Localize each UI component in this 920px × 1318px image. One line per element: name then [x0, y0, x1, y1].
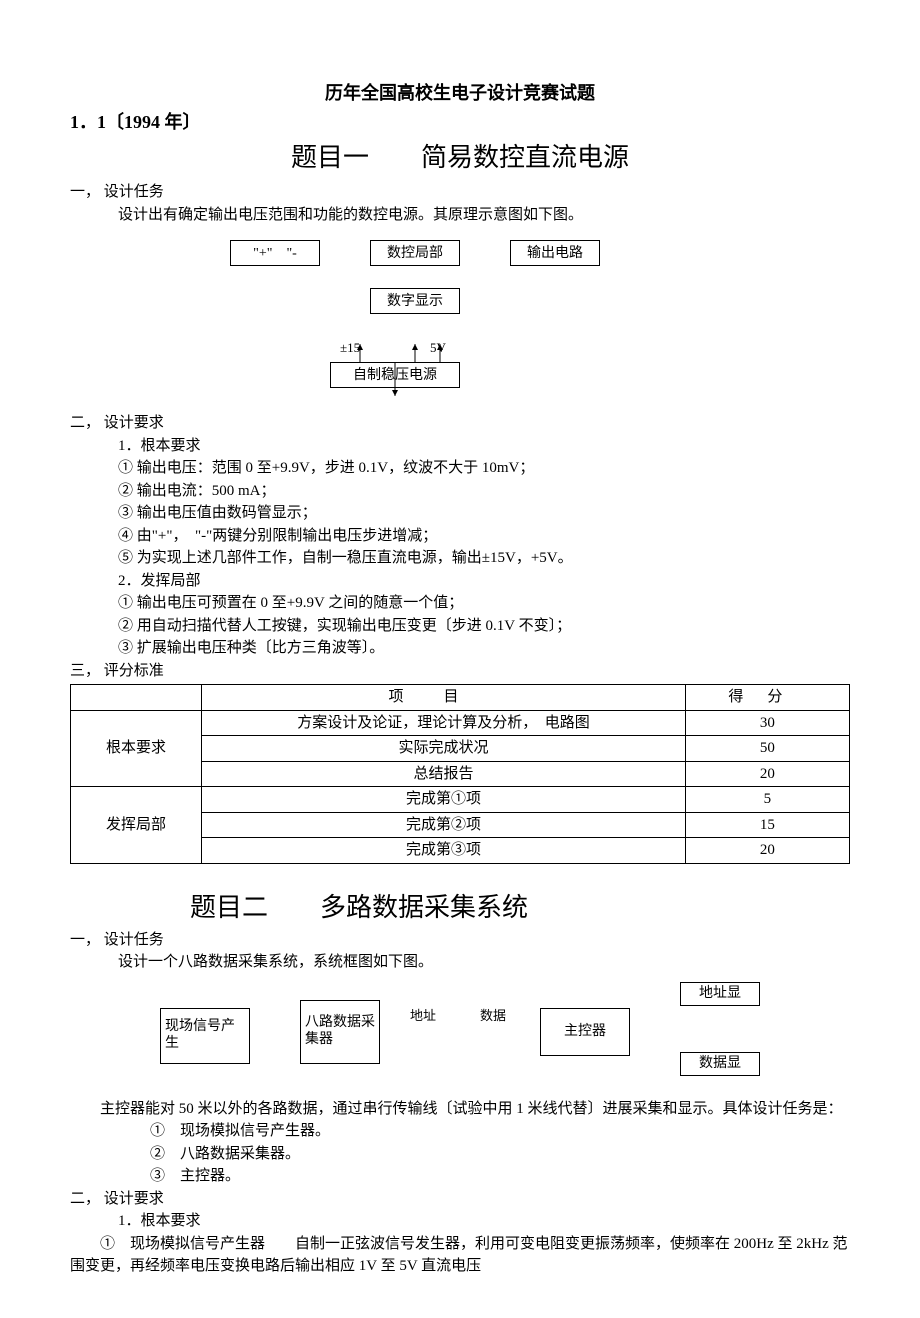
- t1-basic-1: ① 输出电压：范围 0 至+9.9V，步进 0.1V，纹波不大于 10mV；: [70, 457, 850, 480]
- score-h-score: 得分: [685, 685, 849, 711]
- t1-s3-label: 三， 评分标准: [70, 660, 850, 683]
- t2-task-3: ③ 主控器。: [70, 1165, 850, 1188]
- d1-box-supply: 自制稳压电源: [330, 362, 460, 388]
- d1-label-15: ±15: [340, 338, 360, 358]
- d1-box-keys: "+" "-: [230, 240, 320, 266]
- score-r5-t: 完成第③项: [202, 838, 686, 864]
- year-line: 1．1〔1994 年〕: [70, 109, 850, 136]
- t2-s2-label: 二， 设计要求: [70, 1188, 850, 1211]
- t1-basic-2: ② 输出电流：500 mA；: [70, 480, 850, 503]
- score-r4-t: 完成第②项: [202, 812, 686, 838]
- d2-box-data-disp: 数据显: [680, 1052, 760, 1076]
- topic2-title: 题目二 多路数据采集系统: [190, 888, 850, 927]
- t2-s1-label: 一， 设计任务: [70, 929, 850, 952]
- score-table: 项目 得分 根本要求 方案设计及论证，理论计算及分析， 电路图 30 实际完成状…: [70, 684, 850, 864]
- d2-label-data: 数据: [480, 1006, 506, 1026]
- d2-box-ctrl: 主控器: [540, 1008, 630, 1056]
- t1-basic-label: 1．根本要求: [70, 435, 850, 458]
- t1-s1-label: 一， 设计任务: [70, 181, 850, 204]
- page-main-title: 历年全国高校生电子设计竞赛试题: [70, 80, 850, 107]
- t1-ext-3: ③ 扩展输出电压种类〔比方三角波等〕。: [70, 637, 850, 660]
- t2-basic-label: 1．根本要求: [70, 1210, 850, 1233]
- score-r5-s: 20: [685, 838, 849, 864]
- score-r3-s: 5: [685, 787, 849, 813]
- score-row-basic: 根本要求: [71, 710, 202, 787]
- t1-basic-4: ④ 由"+"， "-"两键分别限制输出电压步进增减；: [70, 525, 850, 548]
- d2-label-addr: 地址: [410, 1006, 436, 1026]
- t2-basic-para: ① 现场模拟信号产生器 自制一正弦波信号发生器，利用可变电阻变更振荡频率，使频率…: [70, 1233, 850, 1278]
- t2-s1-text: 设计一个八路数据采集系统，系统框图如下图。: [70, 951, 850, 974]
- t2-task-2: ② 八路数据采集器。: [70, 1143, 850, 1166]
- d2-box-sig: 现场信号产生: [160, 1008, 250, 1064]
- t1-ext-2: ② 用自动扫描代替人工按键，实现输出电压变更〔步进 0.1V 不变〕；: [70, 615, 850, 638]
- t1-basic-3: ③ 输出电压值由数码管显示；: [70, 502, 850, 525]
- score-r4-s: 15: [685, 812, 849, 838]
- d2-box-addr-disp: 地址显: [680, 982, 760, 1006]
- t1-s2-label: 二， 设计要求: [70, 412, 850, 435]
- score-h-item: 项目: [202, 685, 686, 711]
- d1-box-ctrl: 数控局部: [370, 240, 460, 266]
- topic2-diagram: 现场信号产生 八路数据采集器 主控器 地址显 数据显 地址 数据: [70, 978, 850, 1098]
- score-r1-t: 实际完成状况: [202, 736, 686, 762]
- score-r2-s: 20: [685, 761, 849, 787]
- score-r0-s: 30: [685, 710, 849, 736]
- t1-basic-5: ⑤ 为实现上述几部件工作，自制一稳压直流电源，输出±15V，+5V。: [70, 547, 850, 570]
- t1-s1-text: 设计出有确定输出电压范围和功能的数控电源。其原理示意图如下图。: [70, 204, 850, 227]
- t1-ext-1: ① 输出电压可预置在 0 至+9.9V 之间的随意一个值；: [70, 592, 850, 615]
- score-r2-t: 总结报告: [202, 761, 686, 787]
- t1-ext-label: 2．发挥局部: [70, 570, 850, 593]
- topic1-diagram: "+" "- 数控局部 输出电路 数字显示 自制稳压电源 ±15 5V: [70, 232, 850, 412]
- d1-box-out: 输出电路: [510, 240, 600, 266]
- t2-para1: 主控器能对 50 米以外的各路数据，通过串行传输线〔试验中用 1 米线代替〕进展…: [70, 1098, 850, 1121]
- score-row-ext: 发挥局部: [71, 787, 202, 864]
- d2-box-acq: 八路数据采集器: [300, 1000, 380, 1064]
- d1-box-disp: 数字显示: [370, 288, 460, 314]
- score-r3-t: 完成第①项: [202, 787, 686, 813]
- d1-label-5v: 5V: [430, 338, 446, 358]
- t2-task-1: ① 现场模拟信号产生器。: [70, 1120, 850, 1143]
- score-r1-s: 50: [685, 736, 849, 762]
- d1-arrows: [70, 232, 850, 412]
- topic1-title: 题目一 简易数控直流电源: [70, 138, 850, 177]
- score-r0-t: 方案设计及论证，理论计算及分析， 电路图: [202, 710, 686, 736]
